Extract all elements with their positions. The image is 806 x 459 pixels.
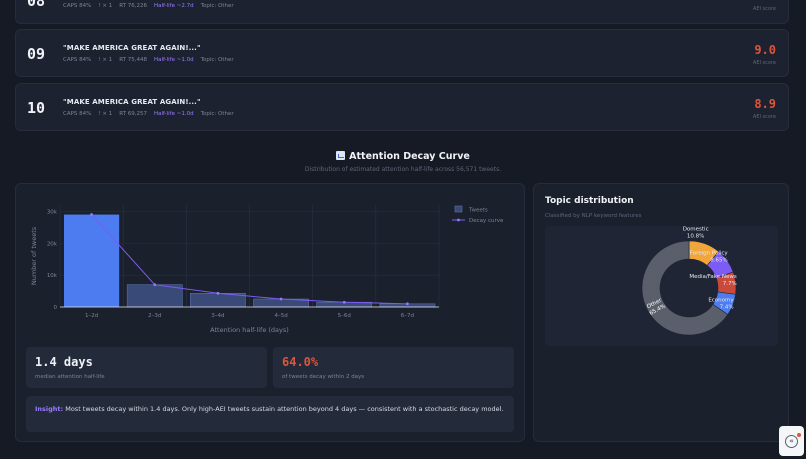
decay-chart: 0 10k 20k 30k 1–2d 2–3d 3–4d 4–5d 5–6d 6–7d Attent… bbox=[30, 205, 504, 334]
slice-value: 8.65% bbox=[710, 257, 727, 263]
legend-label: Decay curve bbox=[469, 218, 504, 224]
topic-stat: Topic: Other bbox=[200, 3, 234, 9]
line-point bbox=[406, 302, 409, 306]
y-tick-label: 20k bbox=[47, 241, 58, 247]
chart-decreasing-icon bbox=[336, 151, 346, 160]
x-tick-label: 2–3d bbox=[148, 313, 161, 319]
section-subtitle: Distribution of estimated attention half… bbox=[304, 166, 502, 173]
topic-stat: Topic: Other bbox=[200, 111, 234, 117]
line-point bbox=[342, 300, 346, 304]
topic-title: Topic distribution bbox=[545, 196, 634, 206]
section-title: Attention Decay Curve bbox=[0, 151, 806, 162]
legend-marker bbox=[457, 218, 460, 222]
x-axis-label: Attention half-life (days) bbox=[210, 326, 289, 334]
aei-score: 9.0 bbox=[754, 43, 776, 57]
y-tick-label: 30k bbox=[47, 209, 58, 215]
slice-label: Domestic bbox=[683, 226, 709, 232]
slice-label: Media/Fake News bbox=[689, 274, 737, 280]
legend-swatch bbox=[454, 205, 463, 213]
insight-text: Most tweets decay within 1.4 days. Only … bbox=[65, 405, 504, 413]
tweet-meta: CAPS 84% ! × 1 RT 76,226 Half-life ~2.7d Top… bbox=[63, 3, 241, 9]
caps-stat: CAPS 84% bbox=[63, 111, 92, 117]
exclaim-stat: ! × 1 bbox=[98, 57, 113, 63]
tweet-meta: CAPS 84% ! × 1 RT 75,448 Half-life ~1.0d Top… bbox=[63, 57, 241, 63]
slice-value: 7.7% bbox=[723, 281, 737, 287]
topic-subtitle: Classified by NLP keyword features bbox=[545, 213, 642, 219]
tweet-rank: 09 bbox=[27, 45, 46, 63]
halflife-stat: Half-life ~2.7d bbox=[153, 3, 194, 9]
slice-label: Economy bbox=[708, 298, 734, 304]
x-tick-label: 1–2d bbox=[85, 313, 98, 319]
bar bbox=[64, 214, 120, 307]
insight-label: Insight: bbox=[35, 405, 64, 413]
line-point bbox=[90, 213, 93, 216]
slice-label: Foreign Policy bbox=[690, 250, 729, 256]
y-tick-label: 0 bbox=[54, 305, 58, 311]
line-point bbox=[216, 291, 220, 295]
line-point bbox=[279, 297, 283, 301]
x-tick-label: 3–4d bbox=[211, 313, 224, 319]
slice-value: 10.8% bbox=[687, 233, 704, 239]
donut-slice bbox=[641, 240, 729, 336]
exclaim-stat: ! × 1 bbox=[98, 111, 113, 117]
topic-panel: Topic distribution Classified by NLP key… bbox=[533, 183, 789, 442]
halflife-stat: Half-life ~1.0d bbox=[153, 57, 194, 63]
retweet-stat: RT 76,226 bbox=[119, 3, 147, 9]
tweet-rank: 08 bbox=[27, 0, 46, 10]
tweet-row[interactable]: 10 "MAKE AMERICA GREAT AGAIN!..." CAPS 8… bbox=[15, 83, 789, 131]
topic-stat: Topic: Other bbox=[200, 57, 234, 63]
x-tick-label: 4–5d bbox=[274, 313, 287, 319]
tweet-meta: CAPS 84% ! × 1 RT 69,257 Half-life ~1.0d Top… bbox=[63, 111, 241, 117]
insight-box: Insight: Most tweets decay within 1.4 da… bbox=[26, 396, 514, 432]
tweet-title: "MAKE AMERICA GREAT AGAIN!..." bbox=[63, 44, 201, 52]
tweet-rank: 10 bbox=[27, 99, 46, 117]
median-caption: median attention half-life bbox=[35, 374, 105, 380]
bar bbox=[126, 284, 183, 308]
legend-label: Tweets bbox=[468, 208, 488, 214]
tweet-row[interactable]: 08 CAPS 84% ! × 1 RT 76,226 Half-life ~2.7d… bbox=[15, 0, 789, 24]
median-stat-card: 1.4 days median attention half-life bbox=[26, 347, 267, 388]
x-tick-label: 5–6d bbox=[338, 313, 351, 319]
x-tick-label: 6–7d bbox=[401, 313, 414, 319]
section-title-text: Attention Decay Curve bbox=[349, 151, 470, 162]
decay-pct-stat-card: 64.0% of tweets decay within 2 days bbox=[273, 347, 514, 388]
score-label: AEI score bbox=[752, 114, 776, 120]
decay-line bbox=[91, 214, 408, 305]
exclaim-stat: ! × 1 bbox=[98, 3, 113, 9]
notification-dot bbox=[797, 433, 801, 437]
collapse-chevrons-icon: « bbox=[785, 435, 798, 448]
caps-stat: CAPS 84% bbox=[63, 57, 92, 63]
tweet-row[interactable]: 09 "MAKE AMERICA GREAT AGAIN!..." CAPS 8… bbox=[15, 29, 789, 77]
y-tick-label: 10k bbox=[47, 273, 58, 279]
halflife-stat: Half-life ~1.0d bbox=[153, 111, 194, 117]
retweet-stat: RT 69,257 bbox=[119, 111, 147, 117]
caps-stat: CAPS 84% bbox=[63, 3, 92, 9]
line-point bbox=[153, 283, 157, 287]
retweet-stat: RT 75,448 bbox=[119, 57, 147, 63]
slice-value: 7.4% bbox=[720, 305, 734, 311]
score-label: AEI score bbox=[752, 6, 776, 12]
decay-pct-caption: of tweets decay within 2 days bbox=[282, 374, 365, 380]
decay-pct-value: 64.0% bbox=[282, 355, 319, 369]
median-value: 1.4 days bbox=[35, 355, 93, 369]
score-label: AEI score bbox=[752, 60, 776, 66]
y-axis-label: Number of tweets bbox=[30, 226, 38, 285]
aei-score: 8.9 bbox=[754, 97, 776, 111]
collapse-fab[interactable]: « bbox=[779, 426, 804, 456]
tweet-title: "MAKE AMERICA GREAT AGAIN!..." bbox=[63, 98, 201, 106]
